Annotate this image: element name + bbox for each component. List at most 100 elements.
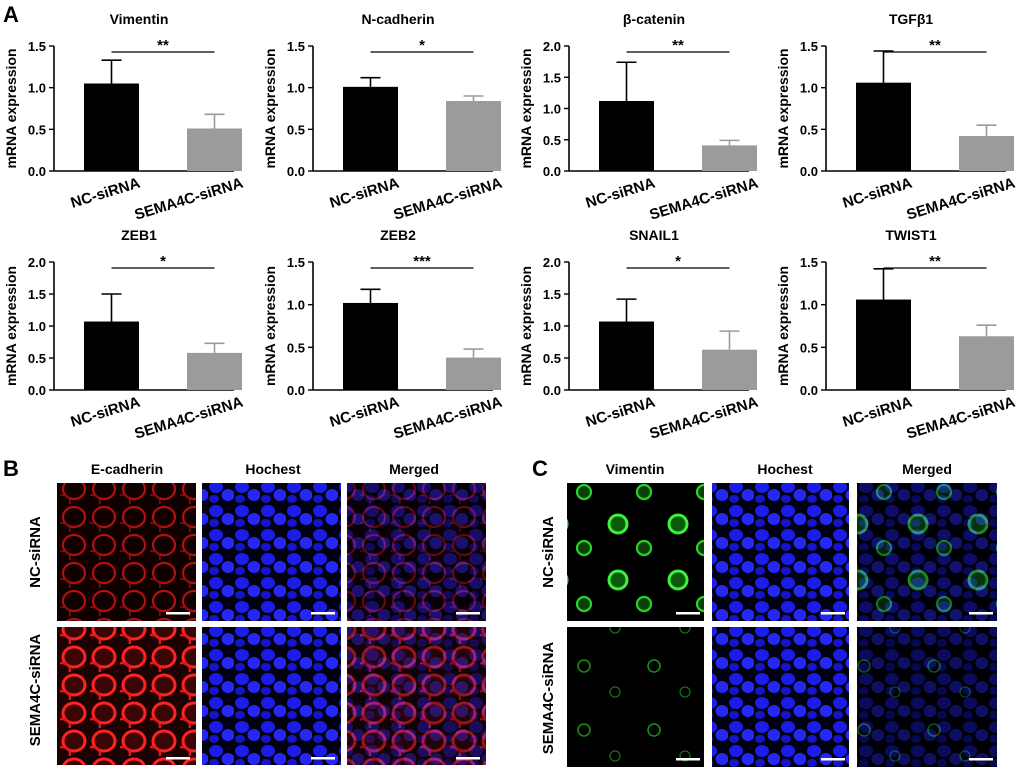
chart-title: SNAIL1 [629, 227, 679, 243]
chart-title: N-cadherin [361, 11, 434, 27]
row-label-sema-c: SEMA4C-siRNA [540, 642, 557, 755]
x-category-label: NC-siRNA [328, 175, 402, 212]
x-category-label: NC-siRNA [841, 394, 915, 431]
scale-bar [676, 612, 700, 615]
significance-stars: * [160, 253, 166, 270]
y-tick-label: 0.5 [287, 122, 305, 137]
row-label-nc-b: NC-siRNA [27, 516, 44, 588]
image-hochest-nc-c [712, 483, 849, 621]
column-header-merged-c: Merged [902, 461, 952, 477]
x-category-label: SEMA4C-siRNA [905, 175, 1018, 224]
column-header-vimentin: Vimentin [606, 461, 665, 477]
y-tick-label: 0.0 [543, 164, 561, 179]
y-tick-label: 1.5 [543, 287, 561, 302]
chart-title: ZEB1 [121, 227, 157, 243]
y-tick-label: 2.0 [543, 255, 561, 270]
y-tick-label: 0.0 [543, 383, 561, 398]
x-category-label: NC-siRNA [69, 394, 143, 431]
image-hochest-sema-b [202, 627, 341, 765]
column-header-hochest-c: Hochest [757, 461, 813, 477]
bar-nc-siRNA [856, 82, 911, 171]
bar-sema4c-siRNA [187, 128, 242, 171]
y-tick-label: 2.0 [543, 39, 561, 54]
y-tick-label: 1.5 [543, 70, 561, 85]
image-vimentin-sema [567, 627, 704, 767]
row-label-nc-c: NC-siRNA [540, 516, 557, 588]
scale-bar [456, 757, 480, 760]
bar-charts-panel-a: Vimentin mRNA expression 0.0 0.5 1.0 1.5 NC-si… [3, 11, 1017, 443]
bar-sema4c-siRNA [446, 101, 501, 171]
y-tick-label: 0.0 [287, 383, 305, 398]
bar-nc-siRNA [343, 86, 398, 171]
x-category-label: NC-siRNA [328, 394, 402, 431]
x-category-label: SEMA4C-siRNA [648, 394, 761, 443]
scale-bar [456, 612, 480, 615]
image-hochest-sema-c [712, 627, 849, 767]
x-category-label: NC-siRNA [584, 394, 658, 431]
image-merged-sema-c-overlay [857, 627, 997, 767]
significance-stars: *** [413, 253, 431, 270]
image-ecadherin-nc [57, 483, 196, 621]
y-tick-label: 0.0 [287, 164, 305, 179]
x-category-label: SEMA4C-siRNA [392, 394, 505, 443]
y-tick-label: 1.0 [287, 81, 305, 96]
y-tick-label: 1.0 [28, 319, 46, 334]
bar-sema4c-siRNA [702, 145, 757, 171]
y-tick-label: 0.0 [28, 383, 46, 398]
scale-bar [969, 758, 993, 761]
y-axis-label: mRNA expression [3, 266, 19, 386]
y-tick-label: 0.5 [543, 351, 561, 366]
chart-title: TWIST1 [885, 227, 937, 243]
x-category-label: NC-siRNA [584, 175, 658, 212]
significance-stars: * [675, 253, 681, 270]
y-tick-label: 1.5 [28, 39, 46, 54]
y-tick-label: 0.5 [800, 122, 818, 137]
bar-sema4c-siRNA [702, 349, 757, 390]
x-category-label: SEMA4C-siRNA [133, 175, 246, 224]
y-tick-label: 1.0 [543, 319, 561, 334]
x-category-label: SEMA4C-siRNA [905, 394, 1018, 443]
image-hochest-nc-b [202, 483, 341, 621]
image-merged-nc-c-overlay [857, 483, 997, 621]
x-category-label: SEMA4C-siRNA [392, 175, 505, 224]
chart-title: β-catenin [623, 11, 685, 27]
x-category-label: SEMA4C-siRNA [648, 175, 761, 224]
scale-bar [166, 612, 190, 615]
scale-bar [676, 758, 700, 761]
y-tick-label: 2.0 [28, 255, 46, 270]
y-tick-label: 1.5 [800, 255, 818, 270]
y-tick-label: 1.0 [287, 298, 305, 313]
y-tick-label: 0.0 [800, 164, 818, 179]
image-vimentin-nc [567, 483, 704, 621]
scale-bar [166, 757, 190, 760]
row-label-sema-b: SEMA4C-siRNA [27, 634, 44, 747]
y-tick-label: 1.5 [28, 287, 46, 302]
column-header-ecadherin: E-cadherin [91, 461, 163, 477]
chart-title: Vimentin [110, 11, 169, 27]
significance-stars: ** [929, 253, 941, 270]
y-tick-label: 0.5 [287, 340, 305, 355]
bar-nc-siRNA [84, 321, 139, 390]
y-tick-label: 1.5 [800, 39, 818, 54]
y-tick-label: 0.0 [28, 164, 46, 179]
bar-sema4c-siRNA [446, 357, 501, 390]
image-ecadherin-sema [57, 627, 196, 765]
y-axis-label: mRNA expression [3, 48, 19, 168]
bar-nc-siRNA [856, 299, 911, 390]
y-tick-label: 0.5 [28, 351, 46, 366]
bar-nc-siRNA [599, 101, 654, 171]
micrograph-panel-b: E-cadherin Hochest Merged NC-siRNA SEMA4… [27, 461, 486, 765]
scale-bar [821, 612, 845, 615]
bar-nc-siRNA [343, 302, 398, 390]
column-header-hochest-b: Hochest [245, 461, 301, 477]
x-category-label: NC-siRNA [69, 175, 143, 212]
image-merged-sema-b-overlay [347, 627, 486, 765]
micrograph-panel-c: Vimentin Hochest Merged NC-siRNA SEMA4C-… [540, 461, 997, 767]
y-tick-label: 1.0 [800, 298, 818, 313]
y-axis-label: mRNA expression [262, 48, 278, 168]
scale-bar [821, 758, 845, 761]
y-axis-label: mRNA expression [775, 266, 791, 386]
panel-label-a: A [3, 2, 19, 27]
panel-label-c: C [532, 456, 548, 481]
